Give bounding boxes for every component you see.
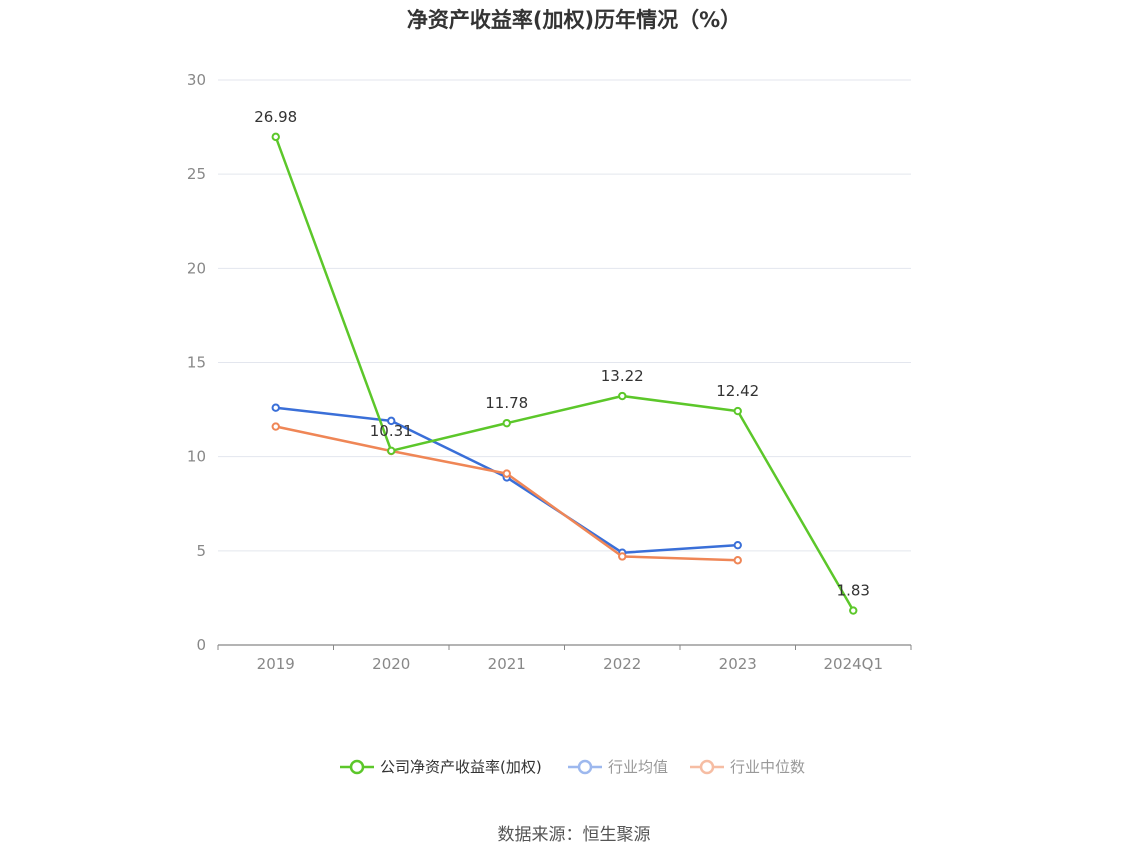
legend-marker [577, 759, 593, 775]
legend-label: 公司净资产收益率(加权) [380, 758, 542, 776]
data-point [733, 406, 742, 416]
data-label-layer: 26.98 10.31 11.78 13.22 12.42 1.83 [254, 108, 870, 600]
x-tick-label: 2024Q1 [823, 655, 883, 673]
legend-marker [699, 759, 715, 775]
legend-marker [349, 759, 365, 775]
y-tick-label: 15 [187, 354, 206, 372]
x-tick-label: 2020 [372, 655, 410, 673]
data-point [618, 391, 627, 401]
y-tick-label: 25 [187, 165, 206, 183]
data-point [618, 552, 627, 561]
x-tick-label: 2019 [257, 655, 295, 673]
y-tick-label: 5 [196, 542, 206, 560]
series-layer [271, 132, 858, 615]
source-note: 数据来源：恒生聚源 [497, 825, 651, 845]
data-point [271, 132, 280, 142]
y-tick-label: 0 [196, 636, 206, 654]
data-point [271, 422, 280, 431]
data-label: 1.83 [837, 582, 870, 600]
data-point [502, 418, 511, 428]
x-tick-label: 2021 [488, 655, 526, 673]
data-point [849, 606, 858, 615]
data-point [387, 416, 396, 426]
axis-layer: 0 5 10 15 20 25 30 2019 2020 2021 2022 2023 2024Q1 [187, 71, 912, 673]
legend-label: 行业中位数 [730, 758, 805, 776]
y-tick-label: 10 [187, 448, 206, 466]
y-tick-label: 20 [187, 259, 206, 277]
data-point [271, 403, 280, 412]
grid-layer [218, 79, 911, 552]
data-point [733, 540, 742, 550]
data-label: 11.78 [485, 394, 528, 412]
x-tick-label: 2023 [719, 655, 757, 673]
data-label: 10.31 [370, 422, 413, 440]
legend: 公司净资产收益率(加权) 行业均值 行业中位数 [340, 758, 805, 776]
series-line [275, 425, 738, 562]
legend-item: 公司净资产收益率(加权) [340, 758, 542, 776]
x-tick-label: 2022 [603, 655, 641, 673]
legend-item: 行业均值 [568, 758, 668, 776]
legend-label: 行业均值 [608, 758, 668, 776]
data-point [387, 446, 396, 456]
legend-item: 行业中位数 [690, 758, 805, 776]
data-label: 12.42 [716, 382, 759, 400]
data-point [733, 556, 742, 565]
data-label: 26.98 [254, 108, 297, 126]
chart-title: 净资产收益率(加权)历年情况（%） [406, 8, 742, 32]
series-line [274, 136, 855, 612]
data-point [502, 469, 511, 478]
y-tick-label: 30 [187, 71, 206, 89]
data-label: 13.22 [601, 367, 644, 385]
